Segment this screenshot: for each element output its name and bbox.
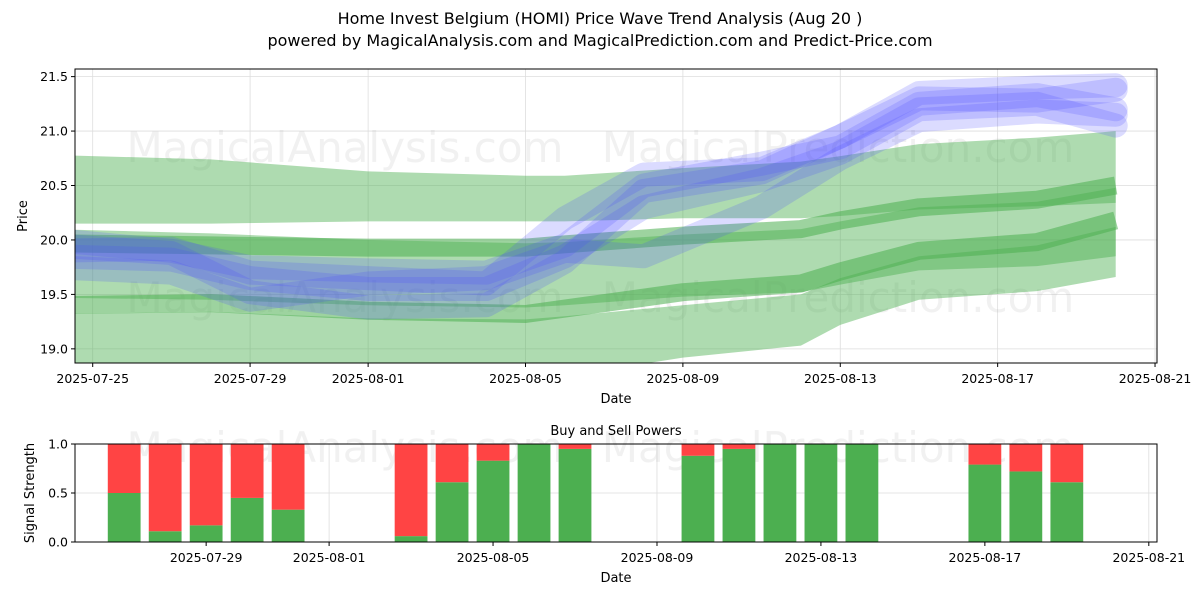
top-plot-frame bbox=[74, 68, 1158, 364]
sell-bar bbox=[394, 444, 428, 537]
bottom-axis-ticks: 2025-07-29 2025-08-01 2025-08-05 2025-08-09… bbox=[48, 437, 1185, 566]
x-tick-label: 2025-08-17 bbox=[949, 550, 1022, 565]
buy-bar bbox=[476, 460, 510, 542]
x-tick-label: 2025-08-17 bbox=[961, 371, 1034, 386]
blue-wave-3 bbox=[75, 91, 1128, 301]
watermark-top-1: MagicalAnalysis.com bbox=[127, 123, 564, 172]
blue-wave-2 bbox=[75, 83, 1128, 285]
top-plot-area bbox=[75, 73, 1128, 363]
sell-bar bbox=[1009, 444, 1043, 472]
buy-bar bbox=[968, 464, 1002, 542]
y-tick-label: 0.0 bbox=[48, 535, 68, 550]
buy-bar bbox=[435, 482, 469, 542]
sell-bar bbox=[1050, 444, 1084, 483]
top-axis-ticks: 2025-07-25 2025-07-29 2025-08-01 2025-08-05… bbox=[40, 69, 1191, 386]
bottom-chart-title: Buy and Sell Powers bbox=[550, 424, 681, 439]
sell-bar bbox=[558, 444, 592, 449]
blue-wave-4 bbox=[75, 99, 1128, 312]
x-tick-label: 2025-07-29 bbox=[214, 371, 287, 386]
y-tick-label: 20.5 bbox=[40, 178, 68, 193]
green-trend-line-2 bbox=[75, 211, 1119, 323]
buy-bar bbox=[230, 497, 264, 542]
bottom-y-axis-label: Signal Strength bbox=[23, 443, 38, 543]
x-tick-label: 2025-08-09 bbox=[621, 550, 694, 565]
x-tick-label: 2025-08-21 bbox=[1112, 550, 1185, 565]
sell-bar bbox=[476, 444, 510, 461]
sell-bar bbox=[107, 444, 141, 493]
chart-title: Home Invest Belgium (HOMI) Price Wave Tr… bbox=[337, 9, 863, 28]
green-band-3 bbox=[75, 226, 1116, 363]
x-tick-label: 2025-08-01 bbox=[293, 550, 366, 565]
y-tick-label: 1.0 bbox=[48, 437, 68, 452]
watermark-top-2: MagicalPrediction.com bbox=[602, 123, 1075, 172]
x-tick-label: 2025-08-21 bbox=[1119, 371, 1192, 386]
signal-bars bbox=[107, 444, 1084, 542]
buy-bar bbox=[1050, 482, 1084, 542]
sell-bar bbox=[271, 444, 305, 510]
buy-bar bbox=[1009, 471, 1043, 542]
buy-bar bbox=[804, 444, 838, 542]
y-axis-label: Price bbox=[16, 200, 31, 232]
x-tick-label: 2025-08-01 bbox=[332, 371, 405, 386]
blue-wave-5 bbox=[75, 73, 1128, 296]
green-trend-line-1 bbox=[75, 176, 1118, 257]
y-tick-label: 19.0 bbox=[40, 341, 68, 356]
bottom-x-axis-label: Date bbox=[600, 571, 631, 586]
y-tick-label: 21.5 bbox=[40, 69, 68, 84]
buy-bar bbox=[271, 509, 305, 542]
sell-bar bbox=[968, 444, 1002, 465]
y-tick-label: 21.0 bbox=[40, 124, 68, 139]
y-tick-label: 19.5 bbox=[40, 287, 68, 302]
buy-bar bbox=[107, 493, 141, 542]
x-tick-label: 2025-08-13 bbox=[785, 550, 858, 565]
y-tick-label: 20.0 bbox=[40, 232, 68, 247]
buy-bar bbox=[148, 531, 182, 542]
buy-bar bbox=[681, 455, 715, 542]
sell-bar bbox=[722, 444, 756, 449]
y-tick-label: 0.5 bbox=[48, 486, 68, 501]
sell-bar bbox=[189, 444, 223, 526]
x-axis-label: Date bbox=[600, 392, 631, 407]
sell-bar bbox=[230, 444, 264, 498]
x-tick-label: 2025-08-05 bbox=[489, 371, 562, 386]
buy-bar bbox=[763, 444, 797, 542]
x-tick-label: 2025-08-09 bbox=[647, 371, 720, 386]
x-tick-label: 2025-08-05 bbox=[457, 550, 530, 565]
buy-bar bbox=[394, 536, 428, 542]
buy-bar bbox=[845, 444, 879, 542]
buy-bar bbox=[558, 448, 592, 542]
x-tick-label: 2025-07-25 bbox=[56, 371, 129, 386]
sell-bar bbox=[148, 444, 182, 532]
buy-bar bbox=[517, 444, 551, 542]
sell-bar bbox=[435, 444, 469, 483]
blue-wave-1 bbox=[75, 77, 1128, 320]
x-tick-label: 2025-07-29 bbox=[170, 550, 243, 565]
chart-subtitle: powered by MagicalAnalysis.com and Magic… bbox=[267, 31, 933, 50]
x-tick-label: 2025-08-13 bbox=[804, 371, 877, 386]
green-band-1 bbox=[75, 131, 1116, 224]
sell-bar bbox=[681, 444, 715, 456]
buy-bar bbox=[189, 525, 223, 542]
buy-bar bbox=[722, 448, 756, 542]
